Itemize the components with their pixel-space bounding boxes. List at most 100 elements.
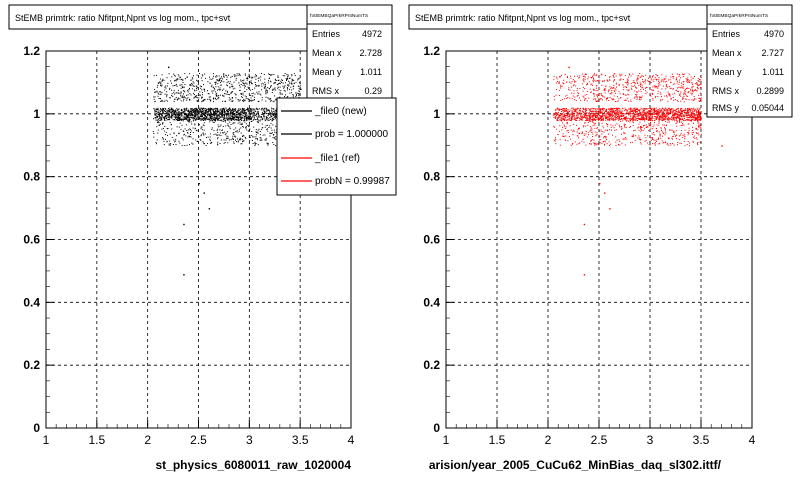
data-point: [168, 143, 170, 145]
data-point: [583, 75, 585, 77]
data-point: [161, 99, 163, 101]
data-point: [699, 107, 701, 109]
data-point: [244, 74, 246, 76]
data-point: [267, 110, 269, 112]
data-point: [257, 85, 259, 87]
data-point: [248, 113, 250, 114]
data-point: [250, 117, 252, 119]
data-point: [224, 111, 226, 113]
data-point: [606, 123, 607, 125]
data-point: [216, 114, 218, 116]
data-point: [657, 114, 659, 115]
data-point: [225, 139, 227, 141]
data-point: [596, 113, 597, 114]
data-point: [694, 90, 696, 91]
data-point: [570, 117, 572, 119]
data-point: [696, 110, 698, 112]
data-point: [242, 117, 244, 119]
data-point: [630, 109, 632, 111]
data-point: [678, 118, 680, 120]
data-point: [228, 108, 230, 110]
data-point: [654, 112, 656, 114]
data-point: [595, 90, 597, 91]
data-point: [656, 116, 658, 118]
data-point: [665, 132, 667, 134]
data-point: [679, 114, 681, 116]
data-point: [160, 108, 162, 110]
data-point: [213, 88, 215, 89]
data-point: [227, 142, 229, 144]
data-point: [675, 135, 677, 136]
data-point: [604, 92, 606, 94]
data-point: [160, 119, 162, 121]
data-point: [651, 119, 653, 121]
data-point: [656, 140, 657, 142]
data-point: [155, 114, 157, 116]
data-point: [189, 87, 190, 89]
data-point: [556, 119, 558, 121]
data-point: [246, 119, 248, 121]
data-point: [611, 108, 613, 110]
data-point: [591, 130, 593, 132]
data-point: [248, 101, 250, 102]
data-point: [155, 74, 157, 76]
data-point: [254, 143, 256, 145]
data-point: [688, 99, 690, 101]
data-point: [180, 109, 182, 111]
data-point: [680, 77, 681, 79]
data-point: [250, 97, 252, 99]
data-point: [291, 78, 293, 80]
data-point: [241, 126, 243, 128]
data-point: [563, 116, 565, 118]
data-point: [188, 114, 190, 116]
data-point: [256, 116, 258, 118]
data-point: [249, 121, 250, 123]
data-point: [634, 107, 636, 109]
data-point: [616, 123, 618, 125]
data-point: [207, 117, 209, 119]
data-point: [222, 94, 224, 96]
data-point: [173, 139, 175, 141]
data-point: [582, 95, 584, 97]
data-point: [595, 101, 597, 102]
data-point: [294, 75, 296, 77]
data-point: [209, 121, 211, 123]
legend-entry-new: _file0 (new): [314, 106, 367, 117]
data-point: [597, 80, 599, 81]
data-point: [211, 90, 213, 92]
data-point: [268, 114, 270, 115]
data-point: [223, 108, 225, 109]
data-point: [596, 80, 598, 82]
data-point: [222, 95, 224, 97]
data-point: [219, 94, 221, 96]
data-point: [160, 118, 162, 120]
data-point: [600, 139, 602, 141]
data-point: [158, 117, 160, 119]
data-point: [559, 109, 561, 110]
data-point: [222, 112, 223, 114]
data-point: [234, 117, 236, 119]
data-point: [225, 90, 227, 92]
data-point: [236, 116, 238, 118]
data-point: [617, 100, 619, 102]
data-point: [276, 84, 278, 86]
data-point: [606, 124, 608, 126]
data-point: [261, 99, 263, 101]
data-point: [178, 140, 180, 142]
data-point: [254, 141, 256, 143]
data-point: [199, 118, 200, 120]
data-point: [558, 130, 560, 132]
data-point: [162, 122, 164, 124]
data-point: [238, 128, 240, 130]
data-point: [602, 117, 604, 119]
data-point: [175, 80, 177, 82]
data-point: [291, 83, 293, 85]
data-point: [248, 112, 250, 114]
stats-label-meanx-left: Mean x: [312, 48, 342, 58]
data-point: [600, 115, 602, 117]
data-point: [162, 100, 164, 102]
data-point: [578, 119, 580, 121]
data-point: [209, 138, 211, 140]
data-point: [216, 89, 218, 91]
data-point: [562, 127, 564, 128]
